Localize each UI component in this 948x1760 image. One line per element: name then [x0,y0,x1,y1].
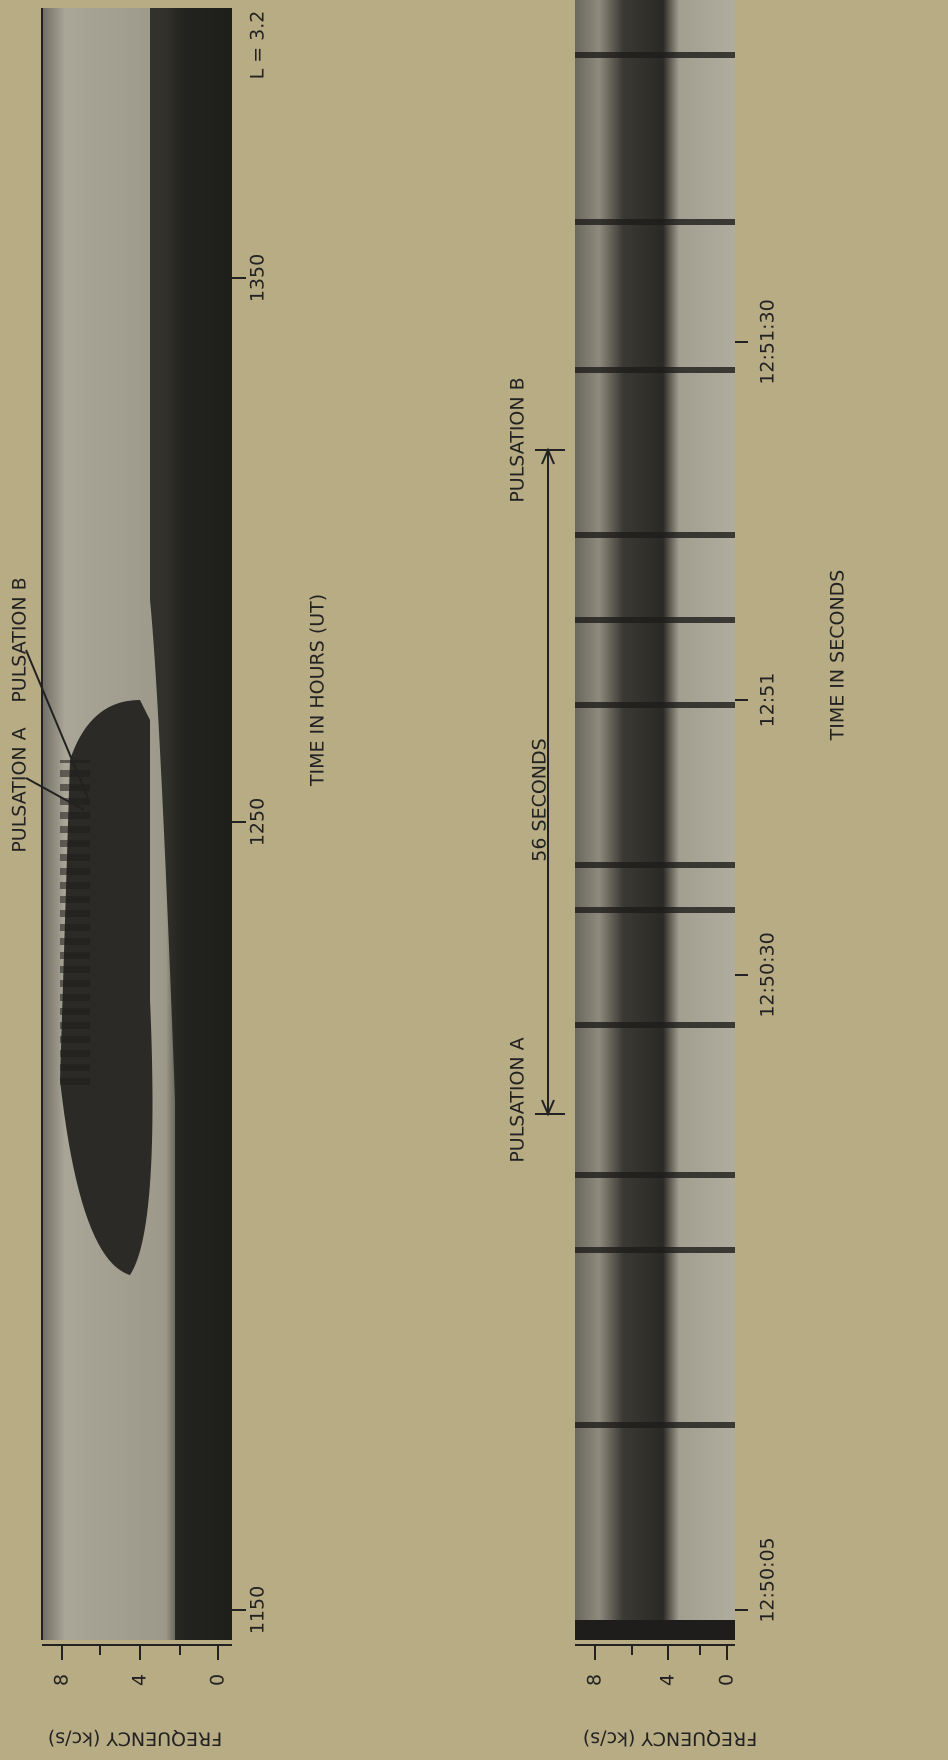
figure: L = 3.2 1150 1250 1350 TIME IN HOURS (UT… [0,0,948,1760]
axis-title: FREQUENCY (kc/s) [583,1728,757,1750]
time-label: 12:51:30 [757,299,779,384]
frequency-label: 8 [51,1674,73,1686]
frequency-label: 0 [207,1674,229,1686]
annotation: 56 SECONDS [529,738,551,861]
frequency-label: 0 [716,1674,738,1686]
axis-title: TIME IN SECONDS [827,570,849,742]
axis-title: FREQUENCY (kc/s) [48,1728,222,1750]
annotation: PULSATION B [507,377,529,502]
top-spectrogram [42,8,232,1640]
annotation: PULSATION B [9,577,31,702]
annotation: L = 3.2 [247,11,269,80]
page: L = 3.2 1150 1250 1350 TIME IN HOURS (UT… [0,0,948,1760]
time-label: 12:50:05 [757,1537,779,1622]
time-label: 1250 [247,798,269,846]
frequency-label: 4 [657,1674,679,1686]
frequency-label: 8 [584,1674,606,1686]
frequency-label: 4 [129,1674,151,1686]
time-label: 12:51 [757,673,779,728]
time-label: 12:50:30 [757,932,779,1017]
annotation: PULSATION A [507,1037,529,1162]
time-label: 1150 [247,1586,269,1634]
time-label: 1350 [247,254,269,302]
annotation: PULSATION A [9,727,31,852]
bottom-spectrogram [575,0,735,1640]
axis-title: TIME IN HOURS (UT) [307,594,329,787]
